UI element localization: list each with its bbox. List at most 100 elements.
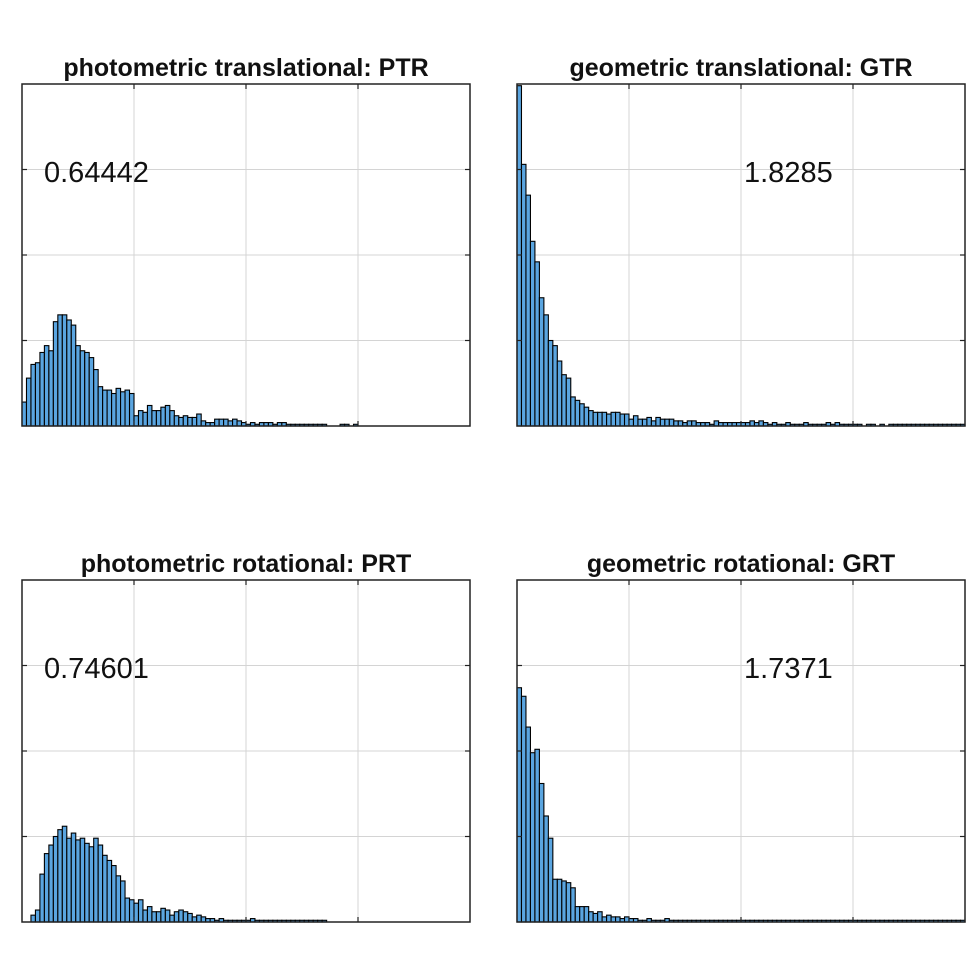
histogram-bar — [93, 369, 99, 427]
histogram-bar — [43, 345, 50, 427]
histogram-bar — [102, 854, 108, 923]
histogram-bar — [133, 415, 140, 427]
histogram-bar — [529, 240, 536, 427]
histogram-bar — [43, 853, 50, 923]
histogram-bar — [561, 374, 567, 427]
histogram-bar — [34, 362, 41, 427]
histogram-bar — [146, 404, 153, 427]
histogram-bar — [137, 410, 144, 427]
histogram-bar — [61, 314, 68, 427]
histogram-bar — [57, 829, 63, 923]
histogram-bar — [610, 411, 617, 427]
histogram-bar — [48, 350, 54, 427]
histogram-bar — [232, 418, 238, 427]
histogram-bar — [534, 261, 540, 427]
histogram-bar — [39, 351, 45, 427]
histogram-bars — [21, 314, 359, 427]
histogram-bar — [133, 902, 140, 923]
histogram-bar — [677, 420, 684, 427]
histogram-bar — [637, 418, 643, 427]
histogram-bar — [650, 420, 657, 427]
histogram-bar — [628, 418, 635, 427]
histogram-bar — [75, 839, 81, 923]
histogram-bar — [187, 912, 193, 923]
histogram-bar — [34, 909, 41, 923]
histogram-bar — [561, 880, 567, 923]
histogram-bar — [160, 406, 166, 427]
histogram-bar — [543, 314, 549, 427]
histogram-bar — [583, 906, 590, 923]
histogram-bar — [619, 413, 626, 427]
histogram-bar — [79, 837, 86, 923]
histogram-bar — [66, 837, 72, 923]
grid-lines — [22, 580, 470, 922]
histogram-bar — [610, 916, 617, 923]
histogram-bar — [97, 386, 104, 427]
panel-ptr: photometric translational: PTR 0.64442 — [21, 54, 471, 427]
histogram-bar — [538, 297, 545, 427]
value-annotation: 1.7371 — [744, 653, 833, 685]
histogram-bar — [588, 410, 594, 427]
histogram-bar — [525, 194, 531, 427]
histogram-bar — [102, 389, 108, 427]
histogram-bar — [565, 377, 572, 427]
histogram-bar — [534, 748, 540, 923]
histogram-bar — [70, 832, 77, 923]
histogram-bar — [597, 411, 603, 427]
histogram-bar — [691, 420, 697, 427]
histogram-bar — [70, 324, 77, 427]
histogram-bar — [128, 392, 135, 427]
histogram-bar — [520, 695, 527, 923]
histogram-bar — [632, 415, 639, 427]
histogram-bar — [615, 411, 621, 427]
histogram-bar — [538, 782, 545, 923]
value-annotation: 1.8285 — [744, 157, 833, 189]
histogram-bar — [25, 377, 32, 427]
histogram-bar — [196, 914, 202, 923]
histogram-bar — [30, 363, 36, 427]
histogram-bar — [579, 403, 585, 427]
histogram-bar — [106, 859, 113, 923]
histogram-bar — [601, 411, 608, 427]
histogram-bar — [169, 914, 175, 923]
tick-marks — [22, 580, 470, 922]
histogram-bar — [182, 415, 189, 427]
histogram-bar — [39, 873, 45, 923]
histogram-bar — [66, 319, 72, 427]
histogram-bar — [601, 916, 608, 923]
histogram-bar — [623, 916, 630, 923]
histogram-bar — [606, 914, 612, 923]
histogram-bar — [597, 911, 603, 923]
histogram-bar — [641, 418, 648, 427]
histogram-bar — [218, 418, 225, 427]
histogram-bar — [236, 420, 243, 427]
chart-title: geometric rotational: GRT — [587, 550, 895, 578]
histogram-bar — [30, 914, 36, 923]
histogram-bar — [164, 404, 171, 427]
histogram-bar — [668, 418, 675, 427]
histogram-bar — [182, 911, 189, 923]
histogram-bar — [88, 357, 95, 427]
histogram-bar — [93, 837, 99, 923]
histogram-bar — [543, 815, 549, 923]
histogram-bar — [552, 345, 558, 427]
histogram-bar — [749, 420, 755, 427]
histogram-bar — [191, 916, 198, 923]
histogram-bar — [155, 410, 162, 427]
histogram-bar — [574, 906, 581, 923]
histogram-bar — [52, 835, 59, 923]
tick-marks — [22, 84, 470, 426]
histogram-bar — [646, 416, 652, 427]
histogram-bar — [178, 909, 184, 923]
histogram-bar — [84, 351, 90, 427]
histogram-bar — [142, 909, 148, 923]
grid-lines — [517, 580, 965, 922]
histogram-bar — [570, 887, 576, 923]
histogram-bar — [552, 878, 558, 923]
histogram-bar — [151, 911, 157, 923]
histogram-bar — [556, 360, 563, 427]
histogram-bar — [588, 911, 594, 923]
histogram-bar — [160, 907, 166, 923]
histogram-bar — [227, 420, 234, 427]
histogram-bar — [173, 415, 180, 427]
